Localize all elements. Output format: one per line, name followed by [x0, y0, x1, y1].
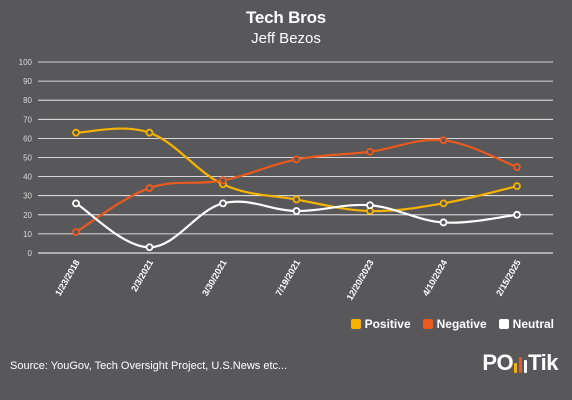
x-tick-label: 1/23/2018 — [53, 258, 82, 298]
legend-item-positive: Positive — [350, 317, 411, 331]
logo-bars — [514, 357, 528, 373]
y-tick-label: 80 — [23, 96, 32, 105]
y-tick-label: 100 — [19, 58, 33, 67]
data-point-neutral — [439, 218, 448, 227]
x-tick-label: 4/10/2024 — [421, 258, 450, 298]
data-point-negative — [72, 228, 80, 236]
data-point-neutral — [292, 207, 301, 215]
data-point-positive — [439, 199, 448, 208]
chart-grid — [38, 61, 553, 254]
series-line-negative — [75, 138, 518, 233]
logo-bar — [514, 363, 518, 373]
logo-bar — [524, 360, 528, 373]
legend-label: Neutral — [512, 317, 554, 331]
y-tick-label: 10 — [23, 230, 32, 239]
y-tick-label: 30 — [23, 192, 32, 201]
logo-text-right: Tik — [528, 350, 558, 375]
legend-swatch — [498, 319, 509, 329]
chart-legend: Positive Negative Neutral — [350, 317, 554, 331]
x-tick-label: 3/30/2021 — [200, 258, 229, 298]
data-point-neutral — [145, 243, 154, 252]
data-point-neutral — [366, 201, 374, 210]
y-tick-label: 60 — [23, 134, 32, 143]
data-point-positive — [292, 195, 301, 204]
y-tick-label: 0 — [28, 249, 33, 258]
brand-logo: PO Tik — [482, 350, 558, 376]
logo-text-left: PO — [482, 350, 514, 375]
legend-swatch — [350, 319, 361, 329]
data-point-positive — [72, 128, 80, 137]
chart-series — [72, 127, 521, 252]
y-tick-label: 50 — [23, 154, 32, 163]
y-axis-tick-labels: 0 10 20 30 40 50 60 70 80 90 100 — [19, 58, 33, 258]
legend-item-negative: Negative — [422, 317, 487, 331]
data-point-positive — [145, 128, 154, 137]
data-point-negative — [292, 155, 301, 164]
data-point-neutral — [219, 199, 227, 208]
legend-label: Negative — [436, 317, 487, 331]
data-point-neutral — [513, 210, 521, 219]
data-point-negative — [513, 163, 521, 171]
data-point-neutral — [72, 199, 80, 208]
x-tick-label: 2/15/2025 — [494, 258, 523, 298]
y-tick-label: 90 — [23, 77, 32, 86]
data-point-negative — [439, 136, 448, 145]
legend-item-neutral: Neutral — [498, 317, 554, 331]
chart-subtitle: Jeff Bezos — [251, 30, 321, 47]
x-tick-label: 7/19/2021 — [274, 258, 303, 298]
x-tick-label: 2/3/2021 — [129, 258, 155, 293]
data-point-negative — [145, 184, 154, 192]
y-tick-label: 40 — [23, 173, 32, 182]
legend-swatch — [422, 319, 433, 329]
x-axis-tick-labels: 1/23/2018 2/3/2021 3/30/2021 7/19/2021 12/20… — [53, 258, 523, 302]
logo-bar — [519, 357, 523, 373]
y-tick-label: 70 — [23, 115, 32, 124]
y-tick-label: 20 — [23, 211, 32, 220]
chart-title: Tech Bros — [245, 8, 327, 27]
data-point-negative — [366, 147, 374, 156]
source-note: Source: YouGov, Tech Oversight Project, … — [10, 360, 288, 372]
legend-label: Positive — [364, 317, 411, 331]
x-tick-label: 12/20/2023 — [345, 258, 376, 302]
data-point-negative — [219, 176, 227, 185]
data-point-positive — [513, 182, 521, 191]
